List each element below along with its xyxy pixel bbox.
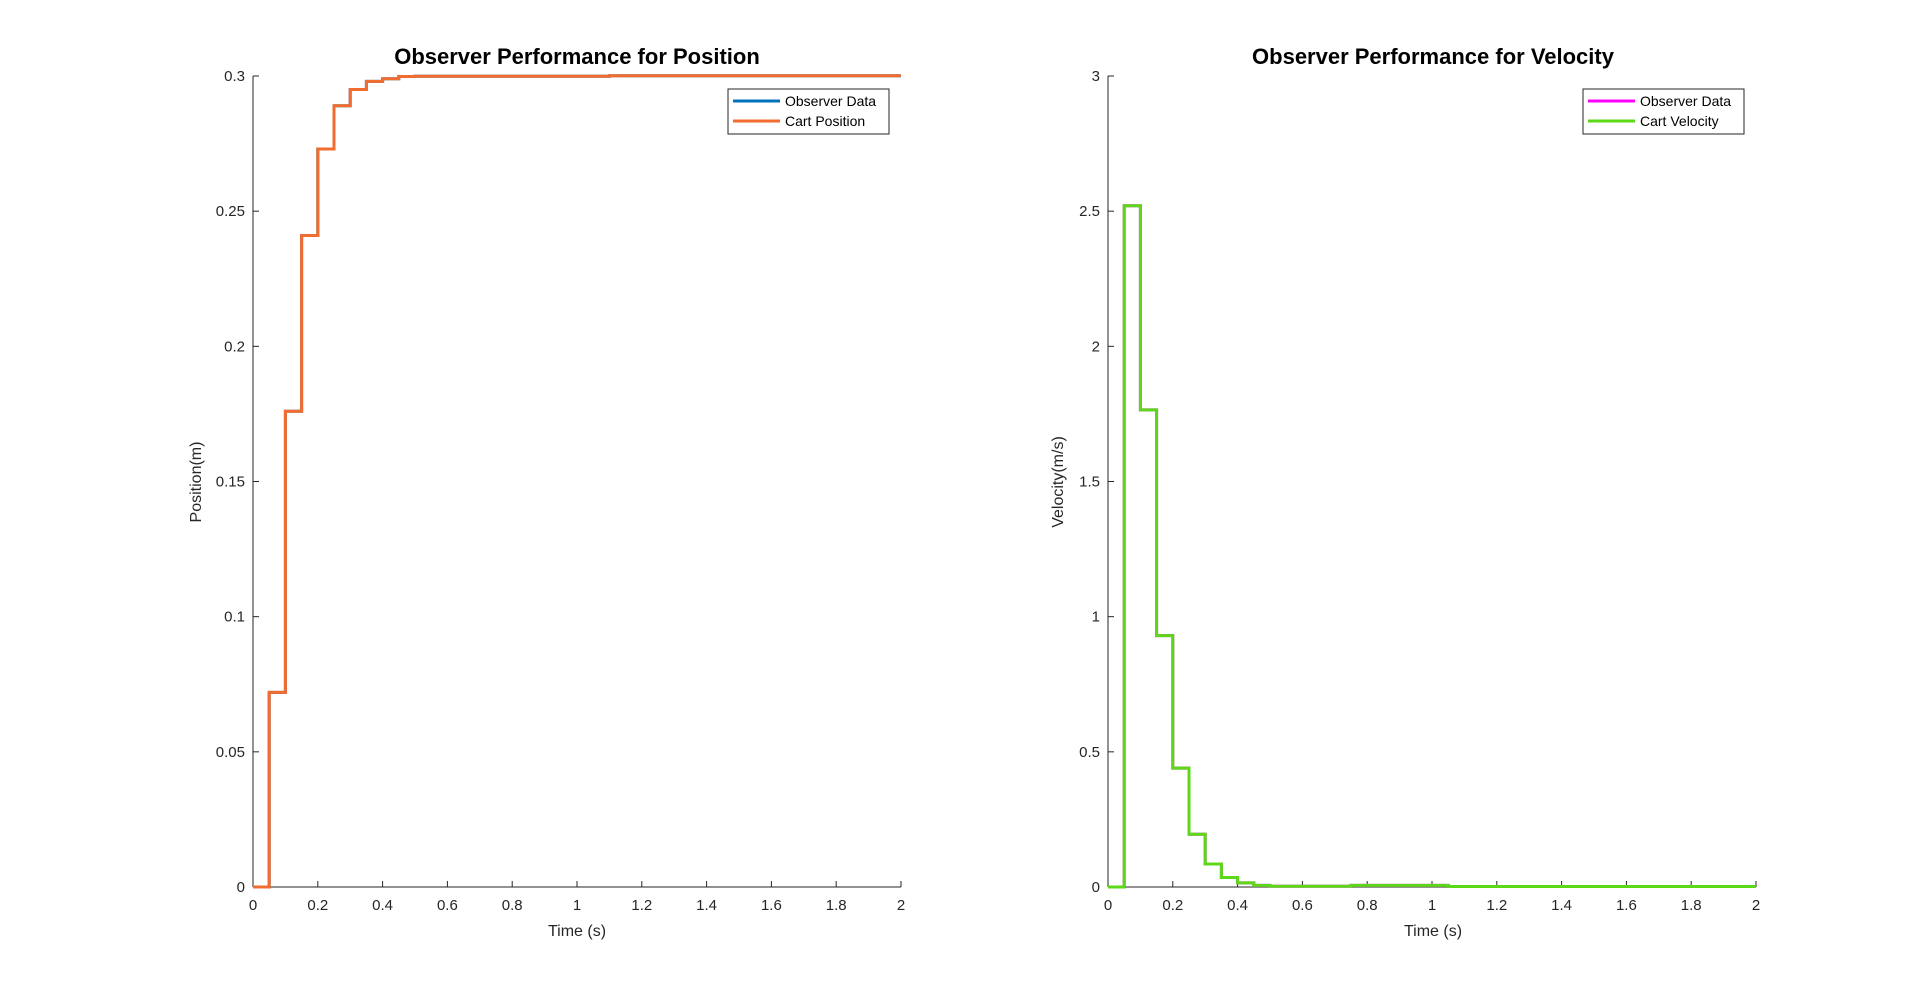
x-tick-label: 2 [1752,897,1760,914]
axes: 0 0.2 0.4 0.6 0.8 1 1.2 1.4 1.6 1.8 2 0 0.05 0.1 0.15 0… [216,68,905,914]
x-tick-label: 0.8 [502,897,523,914]
legend-label-cart-velocity: Cart Velocity [1640,113,1719,129]
plot-area [1108,204,1756,889]
x-tick-label: 0 [249,897,257,914]
x-tick-label: 0.4 [372,897,393,914]
plot-area [253,74,901,889]
x-tick-label: 1.2 [1486,897,1507,914]
x-tick-label: 1.4 [1551,897,1572,914]
y-tick-label: 0 [237,879,245,896]
x-tick-label: 0.2 [307,897,328,914]
legend-box [1582,88,1745,135]
x-tick-label: 0.6 [437,897,458,914]
series-line-cart-velocity [1108,204,1756,889]
series-line-cart-position [253,74,901,889]
y-tick-label: 0.15 [216,474,245,491]
x-tick-label: 1.8 [826,897,847,914]
legend: Observer Data Cart Velocity [1582,88,1745,135]
chart-title: Observer Performance for Position [394,44,760,69]
x-tick-label: 1.4 [696,897,717,914]
x-tick-label: 2 [897,897,905,914]
y-tick-label: 3 [1092,68,1100,85]
x-tick-label: 0.4 [1227,897,1248,914]
y-axis-label: Velocity(m/s) [1050,436,1067,528]
x-tick-label: 1.6 [761,897,782,914]
y-tick-label: 0.3 [224,68,245,85]
y-tick-label: 0.25 [216,203,245,220]
y-tick-label: 0 [1092,879,1100,896]
legend-label-observer-data: Observer Data [785,93,876,109]
x-tick-label: 0.8 [1357,897,1378,914]
legend-label-cart-position: Cart Position [785,113,865,129]
chart-title: Observer Performance for Velocity [1252,44,1615,69]
y-axis-label: Position(m) [188,442,205,523]
legend-box [727,88,890,135]
x-tick-label: 0.2 [1162,897,1183,914]
y-tick-label: 1 [1092,609,1100,626]
y-tick-label: 1.5 [1079,474,1100,491]
velocity-chart: Observer Performance for Velocity Time (… [1050,44,1760,940]
y-tick-label: 0.05 [216,744,245,761]
x-tick-label: 1.2 [631,897,652,914]
y-tick-label: 0.1 [224,609,245,626]
x-axis-label: Time (s) [548,923,606,940]
position-chart: Observer Performance for Position Time (… [188,44,905,940]
x-tick-label: 0 [1104,897,1112,914]
x-tick-label: 1.6 [1616,897,1637,914]
legend: Observer Data Cart Position [727,88,890,135]
y-tick-label: 2.5 [1079,203,1100,220]
x-tick-label: 1 [573,897,581,914]
axes: 0 0.2 0.4 0.6 0.8 1 1.2 1.4 1.6 1.8 2 0 0.5 1 1.5 2 2.5 3 [1079,68,1760,914]
x-tick-label: 1 [1428,897,1436,914]
legend-label-observer-data: Observer Data [1640,93,1731,109]
x-axis-label: Time (s) [1404,923,1462,940]
x-tick-label: 1.8 [1681,897,1702,914]
y-tick-label: 2 [1092,338,1100,355]
x-tick-label: 0.6 [1292,897,1313,914]
y-tick-label: 0.5 [1079,744,1100,761]
y-tick-label: 0.2 [224,338,245,355]
